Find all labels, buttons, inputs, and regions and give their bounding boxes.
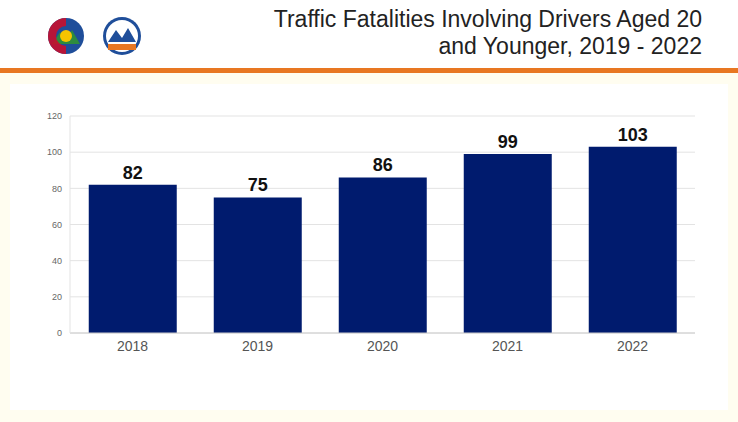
svg-text:20: 20 bbox=[52, 292, 62, 302]
svg-text:80: 80 bbox=[52, 184, 62, 194]
svg-text:2021: 2021 bbox=[492, 338, 523, 354]
svg-text:2018: 2018 bbox=[117, 338, 148, 354]
svg-text:60: 60 bbox=[52, 220, 62, 230]
svg-text:103: 103 bbox=[618, 125, 648, 145]
svg-text:82: 82 bbox=[123, 163, 143, 183]
svg-text:99: 99 bbox=[498, 132, 518, 152]
svg-text:75: 75 bbox=[248, 175, 268, 195]
svg-text:2022: 2022 bbox=[617, 338, 648, 354]
svg-text:100: 100 bbox=[47, 147, 62, 157]
svg-text:0: 0 bbox=[57, 328, 62, 338]
svg-text:2020: 2020 bbox=[367, 338, 398, 354]
svg-text:120: 120 bbox=[47, 111, 62, 121]
svg-text:40: 40 bbox=[52, 256, 62, 266]
html-text:Traffic Fatalities Involving D: Traffic Fatalities Involving Drivers Age… bbox=[273, 6, 702, 59]
svg-text:86: 86 bbox=[373, 155, 393, 175]
svg-text:2019: 2019 bbox=[242, 338, 273, 354]
